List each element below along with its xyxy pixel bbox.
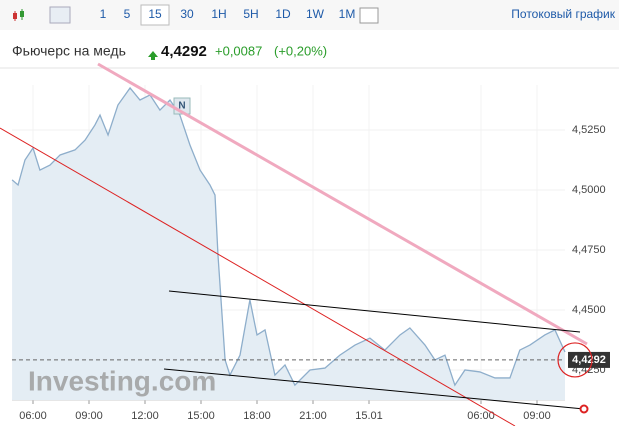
selected-interval (140, 4, 170, 26)
last-price-label: 4,4292 (572, 354, 606, 366)
interval-button[interactable]: 1 (100, 7, 107, 21)
instrument-name: Фьючерс на медь (12, 43, 126, 59)
x-tick-label: 18:00 (243, 410, 271, 422)
up-arrow (148, 51, 158, 60)
area-fill (12, 88, 566, 400)
y-tick-label: 4,4750 (572, 244, 606, 256)
toolbar (0, 0, 619, 30)
x-tick-label: 09:00 (75, 410, 103, 422)
x-tick-label: 06:00 (467, 410, 495, 422)
candles-icon (13, 9, 24, 21)
drawing-handle[interactable] (579, 404, 589, 414)
y-tick-label: 4,5000 (572, 184, 606, 196)
interval-button[interactable]: 5H (243, 7, 258, 21)
interval-button[interactable]: 15 (148, 7, 162, 21)
price-line (11, 86, 566, 387)
area-icon[interactable] (49, 6, 71, 24)
highlight-circle (557, 342, 593, 378)
interval-button[interactable]: 5 (124, 7, 131, 21)
y-tick-label: 4,4500 (572, 304, 606, 316)
price: 4,4292 (161, 43, 207, 60)
y-tick-label: 4,5250 (572, 124, 606, 136)
interval-button[interactable]: 30 (180, 7, 194, 21)
x-tick-label: 21:00 (299, 410, 327, 422)
x-tick-label: 06:00 (19, 410, 47, 422)
trend-line (168, 290, 581, 333)
interval-button[interactable]: 1M (339, 7, 356, 21)
change: +0,0087 (215, 43, 262, 58)
trend-line (163, 368, 585, 410)
change-percent: (+0,20%) (274, 43, 327, 58)
interval-button[interactable]: 1W (306, 7, 325, 21)
interval-button[interactable]: 1D (275, 7, 291, 21)
interval-button[interactable]: 1H (211, 7, 226, 21)
settings-icon[interactable] (359, 7, 379, 24)
news-marker-letter: N (178, 101, 185, 112)
x-tick-label: 12:00 (131, 410, 159, 422)
x-tick-label: 09:00 (523, 410, 551, 422)
last-price-box (568, 351, 610, 368)
trend-line (0, 127, 516, 426)
stream-link[interactable]: Потоковый график (511, 7, 615, 21)
x-tick-label: 15.01 (355, 410, 383, 422)
trend-line (97, 62, 588, 346)
x-tick-label: 15:00 (187, 410, 215, 422)
watermark: Investing.com (28, 365, 216, 396)
